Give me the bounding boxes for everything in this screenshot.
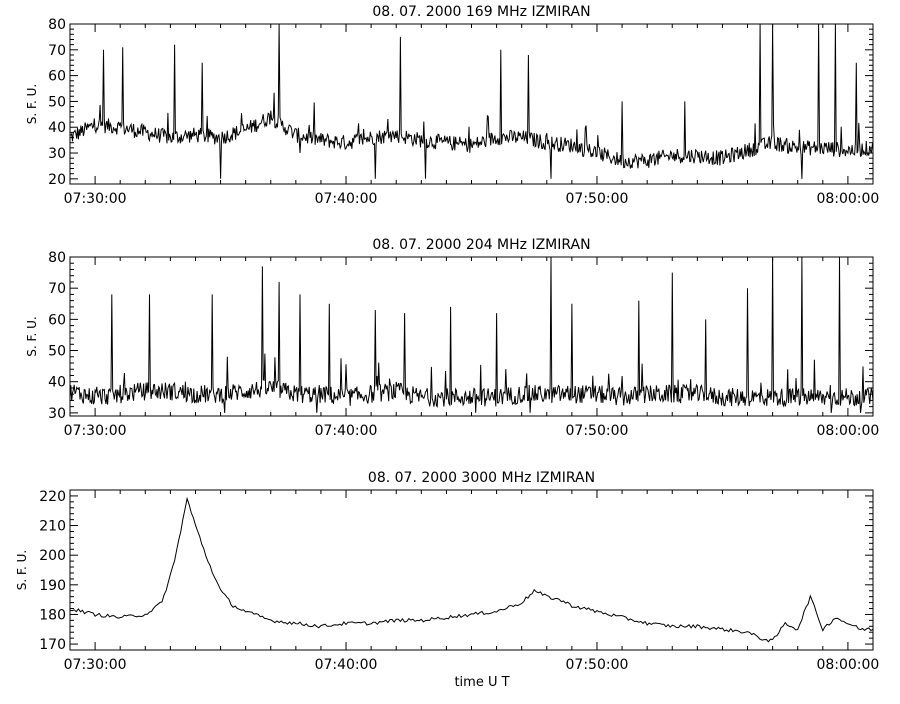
chart-title: 08. 07. 2000 3000 MHz IZMIRAN [368,470,595,486]
y-tick-label: 170 [39,637,66,653]
x-tick-label: 07:30:00 [64,423,127,439]
y-tick-label: 210 [39,519,66,535]
x-tick-label: 07:30:00 [64,191,127,207]
y-tick-label: 220 [39,489,66,505]
x-tick-label: 08:00:00 [816,191,879,207]
y-tick-label: 60 [48,69,66,85]
y-tick-label: 40 [48,120,66,136]
x-tick-label: 07:30:00 [64,657,127,673]
chart-panel-1: 08. 07. 2000 169 MHz IZMIRAN S. F. U. 07:3… [25,4,879,207]
y-tick-label: 70 [48,43,66,59]
y-tick-label: 80 [48,250,66,266]
y-tick-label: 50 [48,344,66,360]
x-tick-label: 07:40:00 [315,191,378,207]
y-tick-label: 60 [48,312,66,328]
x-tick-label: 07:40:00 [315,657,378,673]
y-tick-label: 20 [48,172,66,188]
x-tick-label: 07:50:00 [566,423,629,439]
x-tick-label: 07:50:00 [566,191,629,207]
y-tick-label: 190 [39,578,66,594]
x-tick-label: 08:00:00 [816,423,879,439]
plot-frame [69,489,874,651]
y-tick-label: 180 [39,607,66,623]
x-axis-label: time U T [454,675,509,690]
plot-frame [69,23,874,185]
y-tick-label: 30 [48,146,66,162]
y-tick-label: 80 [48,17,66,33]
chart-title: 08. 07. 2000 204 MHz IZMIRAN [372,237,590,253]
y-axis-label: S. F. U. [25,316,39,356]
series-line [70,23,874,179]
y-tick-label: 40 [48,375,66,391]
y-axis-label: S. F. U. [15,550,29,590]
y-tick-label: 200 [39,548,66,564]
y-tick-label: 50 [48,94,66,110]
y-axis-label: S. F. U. [25,84,39,124]
y-tick-label: 30 [48,406,66,422]
x-tick-label: 08:00:00 [816,657,879,673]
series-line [69,496,874,643]
series-line [69,256,874,413]
x-tick-label: 07:50:00 [566,657,629,673]
chart-panel-2: 08. 07. 2000 204 MHz IZMIRAN S. F. U. 07:3… [25,237,879,439]
y-tick-label: 70 [48,281,66,297]
x-tick-label: 07:40:00 [315,423,378,439]
chart-title: 08. 07. 2000 169 MHz IZMIRAN [372,4,590,20]
chart-panel-3: 08. 07. 2000 3000 MHz IZMIRAN S. F. U. 07:… [15,470,879,690]
